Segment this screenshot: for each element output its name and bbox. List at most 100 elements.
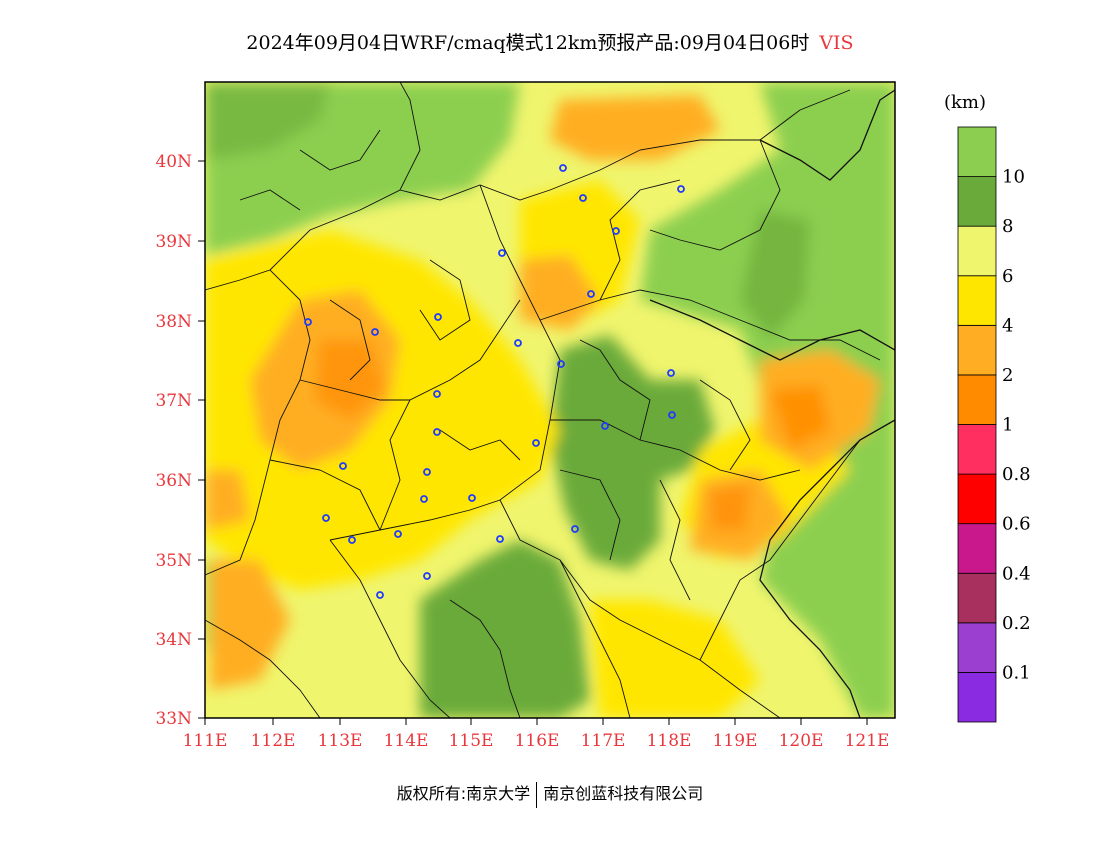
lon-label: 120E [779,731,824,751]
city-marker [579,194,587,202]
city-marker [601,422,609,430]
colorbar-swatch [957,225,997,277]
city-marker [677,185,685,193]
colorbar-label: 0.1 [1002,662,1031,683]
lon-label: 112E [251,731,296,751]
map-title: 2024年09月04日WRF/cmaq模式12km预报产品:09月04日06时 V… [0,28,1100,55]
field-dkgreen-bohai [740,210,810,340]
colorbar-label: 0.4 [1002,563,1031,584]
field-dkorange-se [710,485,750,530]
city-marker [433,390,441,398]
lon-label: 118E [647,731,692,751]
field-dkorange-east [770,385,830,450]
city-marker [587,290,595,298]
city-marker [420,495,428,503]
visibility-field [205,82,895,718]
city-marker [434,313,442,321]
colorbar-swatch [957,324,997,376]
city-marker [668,411,676,419]
colorbar-swatch [957,622,997,673]
city-marker [348,536,356,544]
lon-label: 119E [713,731,758,751]
city-marker [433,428,441,436]
city-marker [423,468,431,476]
lon-label: 113E [318,731,363,751]
lon-ticks [204,718,868,725]
colorbar-swatch [957,424,997,475]
field-yellow-south [590,600,760,718]
field-dkgreen-central [550,335,715,570]
field-orange-sw [210,560,290,690]
coastline-east [649,299,895,718]
city-marker [394,530,402,538]
lat-label: 33N [155,709,192,729]
lat-label: 34N [155,630,192,650]
colorbar-swatch [957,473,997,525]
lon-label: 115E [449,731,494,751]
city-marker [322,514,330,522]
city-marker [376,591,384,599]
lat-ticks [198,160,205,719]
city-marker [514,339,522,347]
lon-label: 117E [581,731,626,751]
lat-label: 37N [155,391,192,411]
admin-boundaries [205,82,895,718]
lon-label: 116E [515,731,560,751]
lat-label: 35N [155,551,192,571]
city-marker [612,227,620,235]
city-marker [667,369,675,377]
city-marker [571,525,579,533]
footer-copyright: 版权所有:南京大学 [396,784,531,803]
city-marker [532,439,540,447]
city-marker [468,494,476,502]
city-marker [496,535,504,543]
footer-company: 南京创蓝科技有限公司 [543,784,704,803]
city-marker [423,572,431,580]
lat-label: 40N [155,152,192,172]
coastline-north [759,89,895,181]
field-dkgreen-south [420,540,590,718]
lat-label: 36N [155,471,192,491]
colorbar-swatch [957,572,997,624]
colorbar-label: 0.2 [1002,613,1031,634]
lat-labels: 40N 39N 38N 37N 36N 35N 34N 33N [155,152,192,729]
colorbar-label: 2 [1002,365,1013,386]
city-markers [304,164,685,599]
lon-label: 121E [845,731,890,751]
lat-label: 39N [155,232,192,252]
city-marker [498,249,506,257]
colorbar-label: 0.8 [1002,464,1031,485]
colorbar-label: 0.6 [1002,514,1031,535]
lat-label: 38N [155,312,192,332]
field-dkgreen-nw [205,82,330,160]
city-marker [339,462,347,470]
city-marker [557,360,565,368]
colorbar-label: 4 [1002,315,1013,336]
colorbar-swatch [957,523,997,574]
colorbar-swatch [957,176,997,227]
lon-label: 114E [384,731,429,751]
title-variable: VIS [819,32,854,54]
colorbar-labels: 0.1 0.2 0.4 0.6 0.8 1 2 4 6 8 10 [1002,167,1031,684]
footer: 版权所有:南京大学 南京创蓝科技有限公司 [0,780,1100,808]
city-marker [304,318,312,326]
city-marker [371,328,379,336]
legend-unit: (km) [944,92,986,113]
colorbar-swatch [957,374,997,425]
colorbar-label: 1 [1002,415,1013,436]
lon-label: 111E [183,731,228,751]
colorbar-swatch [957,275,997,326]
title-prefix: 2024年09月04日WRF/cmaq模式12km预报产品:09月04日06时 [246,32,810,54]
colorbar-swatch [957,672,997,723]
field-orange-west2 [205,470,250,530]
colorbar-label: 6 [1002,266,1013,287]
colorbar [957,126,997,723]
colorbar-label: 10 [1002,167,1025,188]
footer-separator [536,781,538,808]
colorbar-swatch [957,126,997,177]
lon-labels: 111E 112E 113E 114E 115E 116E 117E 118E … [183,731,890,751]
colorbar-label: 8 [1002,216,1013,237]
city-marker [559,164,567,172]
